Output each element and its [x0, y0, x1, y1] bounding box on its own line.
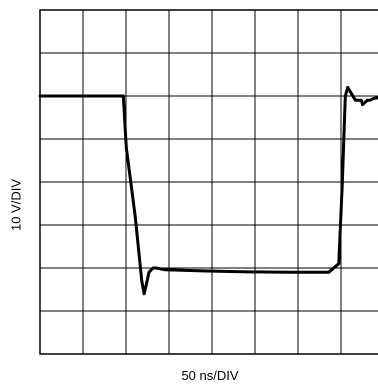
y-axis-label: 10 V/DIV: [8, 178, 24, 232]
signal-trace: [38, 85, 378, 296]
x-axis-label: 50 ns/DIV: [181, 368, 239, 383]
grid: [39, 9, 378, 355]
